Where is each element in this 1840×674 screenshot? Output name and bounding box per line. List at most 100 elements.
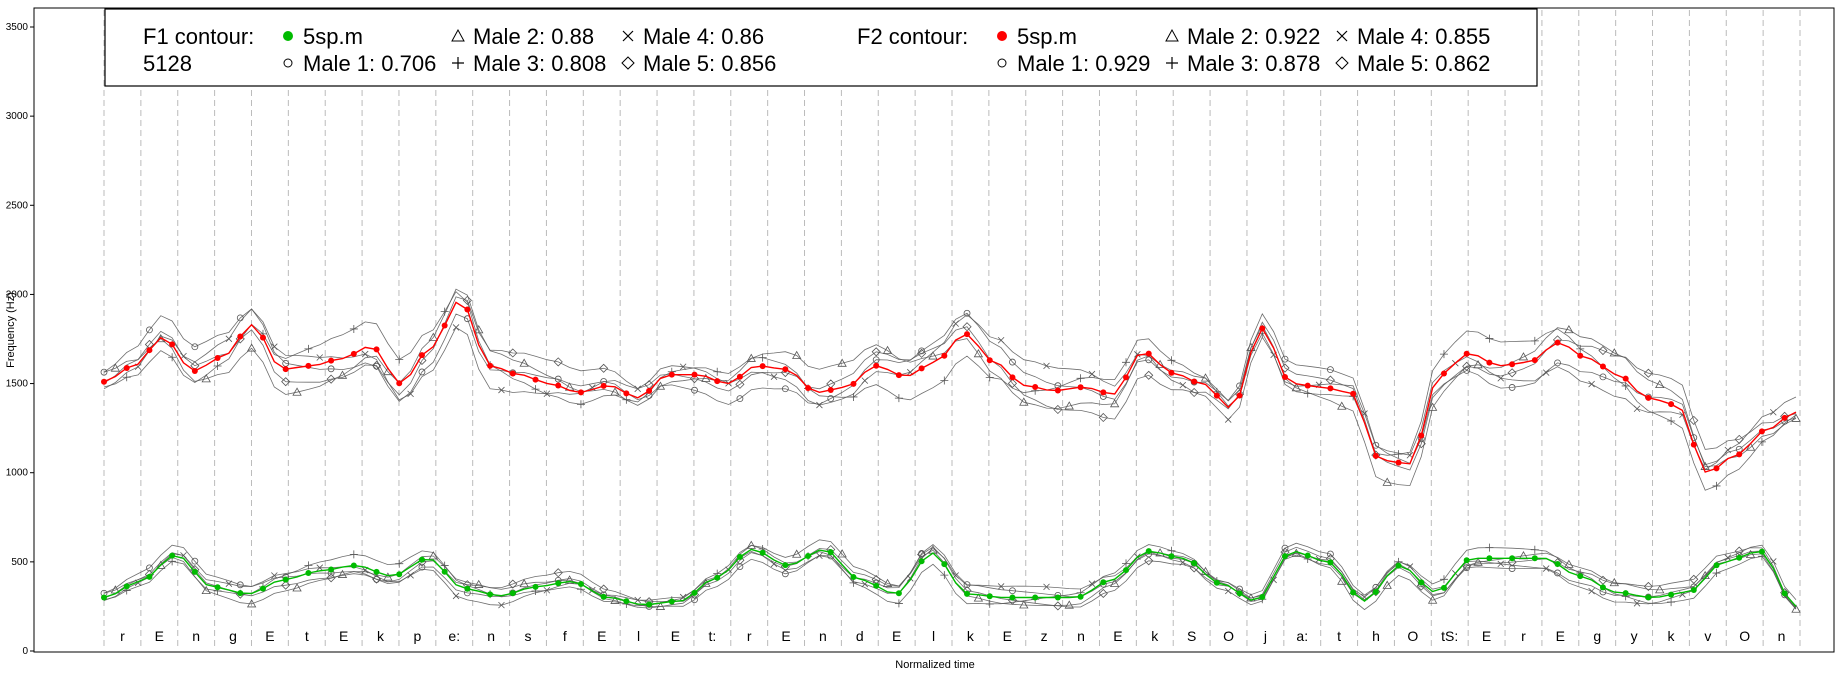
speaker-point: [1507, 557, 1517, 567]
speaker-point: [918, 347, 926, 355]
speaker-point: [1009, 358, 1016, 366]
speaker-point: [1281, 355, 1289, 363]
speaker-point: [1791, 413, 1801, 422]
f1-mean-point: [487, 591, 494, 598]
f2-mean-point: [1440, 370, 1447, 377]
f2-mean-point: [1690, 441, 1697, 448]
f1-mean-point: [1645, 594, 1652, 601]
f1-mean-point: [282, 576, 289, 583]
y-tick-label: 3500: [6, 22, 29, 33]
f1-mean-point: [237, 590, 244, 597]
f1-mean-point: [941, 561, 948, 568]
legend-entry-label: Male 4: 0.86: [643, 24, 764, 49]
f2-mean-point: [146, 347, 153, 354]
f2-mean-point: [1077, 384, 1084, 391]
f2-mean-point: [441, 322, 448, 329]
f2-mean-point: [259, 334, 266, 341]
legend-marker: [283, 58, 293, 68]
speaker-point: [882, 578, 893, 587]
f2-mean-point: [1191, 378, 1198, 385]
speaker-point: [735, 379, 745, 389]
speaker-point: [1224, 416, 1232, 423]
f1-mean-point: [873, 582, 880, 589]
speaker-point: [1463, 367, 1471, 374]
legend-marker: [1166, 57, 1178, 69]
legend-entry-label: Male 3: 0.808: [473, 51, 606, 76]
speaker-point: [1144, 370, 1154, 380]
speaker-point: [271, 572, 278, 579]
y-tick-label: 500: [11, 557, 28, 568]
speaker-point: [871, 347, 881, 357]
speaker-point: [770, 560, 778, 568]
f1-mean-point: [373, 568, 380, 575]
speaker-point: [576, 400, 585, 409]
speaker-point: [1518, 352, 1529, 361]
speaker-point: [691, 386, 698, 394]
speaker-point: [781, 385, 789, 393]
f1-mean-point: [577, 580, 584, 587]
legend-entry-label: Male 2: 0.922: [1187, 24, 1320, 49]
speaker-point: [816, 552, 823, 560]
speaker-point: [1088, 370, 1096, 378]
y-tick-label: 2500: [6, 200, 29, 211]
speaker-point: [326, 573, 336, 583]
speaker-point: [395, 559, 404, 568]
speaker-point: [1734, 434, 1744, 444]
speaker-point: [701, 578, 711, 587]
phone-label: g: [229, 628, 237, 644]
speaker-point: [428, 332, 439, 341]
speaker-point: [1598, 345, 1608, 356]
f1-mean-point: [1781, 590, 1788, 597]
f2-mean-point: [850, 380, 857, 387]
speaker-point: [168, 557, 177, 566]
speaker-point: [1019, 600, 1029, 609]
speaker-point: [1007, 378, 1018, 388]
x-axis-title: Normalized time: [895, 659, 974, 671]
f2-mean-point: [123, 364, 130, 371]
phone-label: g: [1593, 628, 1601, 644]
f1-mean-point: [691, 589, 698, 596]
speaker-point: [827, 395, 835, 402]
speaker-point: [553, 357, 563, 367]
speaker-point: [746, 540, 756, 549]
f1-mean-point: [600, 593, 607, 600]
phone-label: n: [1077, 628, 1085, 644]
f2-mean-point: [646, 387, 653, 394]
speaker-point: [917, 348, 927, 358]
f1-mean-point: [1372, 589, 1379, 596]
speaker-point: [1224, 587, 1232, 595]
speaker-point: [498, 601, 505, 609]
phone-label: n: [487, 628, 495, 644]
legend-box: [104, 8, 1538, 87]
f2-mean-point: [555, 382, 562, 389]
speaker-point: [418, 368, 426, 376]
speaker-point: [1098, 588, 1108, 599]
speaker-point: [1371, 587, 1381, 597]
f1-mean-point: [736, 553, 743, 560]
speaker-point: [792, 350, 802, 359]
f2-mean-point: [1395, 459, 1402, 466]
speaker-point: [599, 363, 609, 373]
phone-label: a:: [1296, 628, 1308, 644]
f2-mean-point: [1486, 359, 1493, 366]
speaker-point: [246, 599, 257, 608]
speaker-point: [816, 401, 823, 409]
plot-frame: [33, 7, 1835, 653]
f2-mean-point: [1418, 432, 1425, 439]
speaker-point: [1643, 581, 1653, 591]
speaker-point: [407, 572, 414, 579]
legend-group-title: F1 contour:: [143, 24, 254, 49]
y-tick-label: 2000: [6, 289, 29, 300]
f2-mean-point: [1259, 325, 1266, 332]
f1-mean-point: [1032, 594, 1039, 601]
f1-mean-point: [714, 574, 721, 581]
f2-mean-point: [1213, 392, 1220, 399]
phone-label: E: [1113, 628, 1122, 644]
speaker-point: [1643, 368, 1653, 378]
phone-label: f: [563, 628, 567, 644]
speaker-point: [1609, 348, 1619, 357]
phone-label: S: [1187, 628, 1196, 644]
f1-mean-point: [918, 558, 925, 565]
speaker-point: [110, 363, 121, 372]
